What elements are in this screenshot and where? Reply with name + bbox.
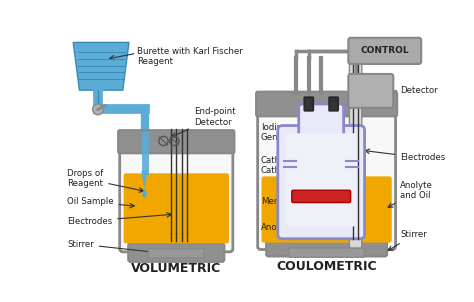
Polygon shape xyxy=(73,42,129,90)
FancyBboxPatch shape xyxy=(299,104,344,141)
FancyBboxPatch shape xyxy=(128,243,224,262)
Text: Burette with Karl Fischer
Reagent: Burette with Karl Fischer Reagent xyxy=(137,47,243,66)
FancyBboxPatch shape xyxy=(118,130,235,153)
FancyBboxPatch shape xyxy=(329,97,338,111)
Text: COULOMETRIC: COULOMETRIC xyxy=(276,260,377,273)
FancyBboxPatch shape xyxy=(289,248,365,257)
FancyBboxPatch shape xyxy=(285,133,357,226)
Text: Electrodes: Electrodes xyxy=(67,213,172,226)
Circle shape xyxy=(92,104,103,115)
Text: Iodine
Generator: Iodine Generator xyxy=(261,123,340,146)
Ellipse shape xyxy=(142,191,147,198)
Text: Catholyte
Cathode: Catholyte Cathode xyxy=(261,156,302,175)
Text: Oil Sample: Oil Sample xyxy=(67,197,134,208)
FancyBboxPatch shape xyxy=(124,173,229,243)
FancyBboxPatch shape xyxy=(278,126,365,239)
FancyBboxPatch shape xyxy=(349,56,362,248)
FancyBboxPatch shape xyxy=(256,92,397,116)
FancyBboxPatch shape xyxy=(262,176,392,243)
Text: Anode: Anode xyxy=(261,218,288,232)
Text: Electrodes: Electrodes xyxy=(365,149,446,162)
Text: Detector: Detector xyxy=(355,86,438,95)
Text: Anolyte
and Oil: Anolyte and Oil xyxy=(388,181,433,207)
FancyBboxPatch shape xyxy=(348,38,421,64)
Text: Stirrer: Stirrer xyxy=(388,230,427,250)
FancyBboxPatch shape xyxy=(292,190,351,203)
FancyBboxPatch shape xyxy=(348,74,393,108)
FancyBboxPatch shape xyxy=(258,95,396,249)
Ellipse shape xyxy=(143,188,146,192)
Polygon shape xyxy=(141,171,147,186)
Text: Drops of
Reagent: Drops of Reagent xyxy=(67,169,144,192)
FancyBboxPatch shape xyxy=(120,132,233,252)
Text: CONTROL: CONTROL xyxy=(360,47,409,55)
Text: End-point
Detector: End-point Detector xyxy=(172,108,236,137)
FancyBboxPatch shape xyxy=(148,249,204,258)
Text: Stirrer: Stirrer xyxy=(67,240,162,255)
FancyBboxPatch shape xyxy=(304,97,313,111)
Text: Membrane: Membrane xyxy=(261,197,307,206)
FancyBboxPatch shape xyxy=(266,238,387,256)
Text: VOLUMETRIC: VOLUMETRIC xyxy=(131,262,221,275)
